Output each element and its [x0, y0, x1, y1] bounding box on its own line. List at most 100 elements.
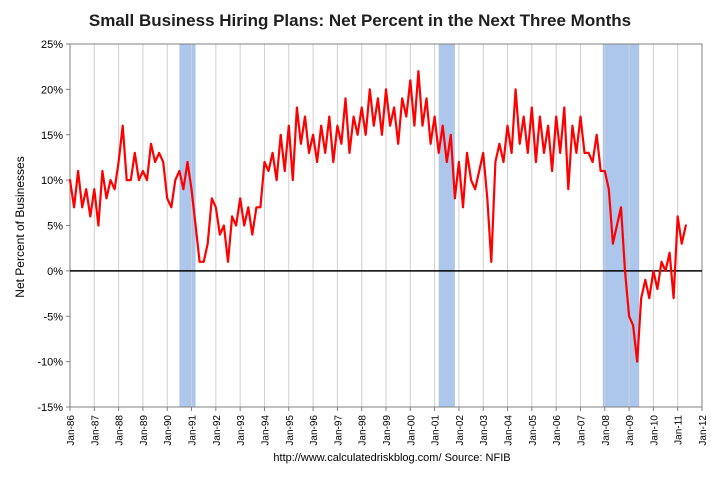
data-point	[170, 206, 173, 209]
x-tick-label: Jan-06	[552, 415, 563, 446]
data-point	[603, 170, 606, 172]
data-point	[575, 152, 578, 154]
data-point	[93, 188, 96, 191]
x-tick-label: Jan-07	[576, 415, 587, 446]
data-point	[672, 297, 675, 299]
y-axis-label: Net Percent of Businesses	[13, 156, 27, 297]
data-point	[247, 206, 250, 209]
data-point	[502, 161, 505, 163]
data-point	[142, 170, 144, 172]
y-tick-label: 20%	[41, 84, 63, 96]
data-point	[462, 206, 464, 209]
data-point	[482, 152, 485, 154]
data-point	[158, 152, 161, 154]
data-point	[640, 297, 643, 299]
data-point	[69, 179, 71, 182]
data-point	[563, 106, 566, 109]
data-point	[312, 133, 314, 136]
y-tick-label: 25%	[41, 39, 63, 51]
data-point	[239, 197, 242, 200]
x-tick-label: Jan-99	[382, 415, 393, 446]
data-point	[194, 224, 197, 227]
data-point	[320, 124, 323, 127]
plot-area: -15% -10% -5% 0% 5% 10% 15% 20% 25% Jan-86 Jan-87 J…	[37, 39, 709, 446]
data-point	[551, 170, 553, 172]
data-point	[389, 124, 391, 127]
x-tick-label: Jan-09	[625, 415, 636, 446]
data-point	[543, 152, 545, 154]
data-point	[206, 242, 209, 245]
data-point	[595, 133, 598, 136]
data-point	[223, 224, 225, 227]
x-tick-label: Jan-96	[309, 415, 320, 446]
data-point	[636, 360, 639, 363]
data-point	[174, 179, 177, 182]
data-point	[555, 115, 558, 118]
y-tick-label: -10%	[37, 357, 63, 369]
data-point	[381, 133, 383, 136]
data-point	[73, 206, 75, 209]
data-point	[522, 115, 525, 118]
data-point	[255, 206, 258, 209]
x-tick-label: Jan-12	[698, 415, 709, 446]
data-point	[368, 88, 371, 91]
data-point	[186, 161, 189, 163]
data-point	[648, 297, 651, 299]
data-point	[287, 124, 290, 127]
x-tick-label: Jan-95	[285, 415, 296, 446]
data-point	[340, 142, 343, 145]
data-point	[454, 197, 456, 200]
data-point	[547, 124, 549, 127]
data-point	[263, 161, 266, 163]
data-point	[235, 224, 238, 227]
data-point	[336, 124, 339, 127]
y-tick-label: 5%	[47, 221, 63, 233]
data-point	[85, 188, 88, 191]
x-tick-label: Jan-10	[649, 415, 660, 446]
data-point	[449, 133, 452, 136]
data-point	[668, 251, 671, 254]
data-point	[664, 270, 667, 272]
x-tick-label: Jan-88	[115, 415, 126, 446]
data-point	[296, 106, 298, 109]
x-tick-label: Jan-02	[455, 415, 466, 446]
data-point	[166, 197, 169, 200]
data-point	[478, 170, 481, 172]
data-point	[125, 179, 128, 182]
y-tick-label: -15%	[37, 402, 63, 414]
data-point	[352, 115, 355, 118]
x-tick-label: Jan-97	[333, 415, 344, 446]
data-point	[421, 124, 424, 127]
data-point	[445, 161, 448, 163]
data-point	[413, 124, 416, 127]
data-point	[656, 288, 659, 290]
data-point	[259, 206, 262, 209]
data-point	[567, 188, 570, 191]
x-tick-label: Jan-90	[163, 415, 174, 446]
data-point	[377, 97, 379, 100]
data-point	[644, 279, 647, 281]
data-point	[291, 179, 294, 182]
data-point	[348, 152, 351, 154]
recession-bar	[602, 44, 640, 407]
data-point	[202, 260, 205, 263]
data-point	[441, 124, 444, 127]
data-point	[393, 106, 395, 109]
data-point	[526, 152, 529, 154]
y-tick-label: 0%	[47, 266, 63, 278]
data-point	[616, 224, 618, 227]
data-point	[385, 88, 387, 91]
data-point	[437, 152, 440, 154]
data-point	[146, 179, 148, 182]
data-point	[684, 224, 687, 227]
x-tick-label: Jan-08	[601, 415, 612, 446]
data-point	[539, 115, 541, 118]
data-point	[109, 179, 112, 182]
chart-title: Small Business Hiring Plans: Net Percent…	[89, 11, 631, 30]
data-point	[628, 315, 630, 318]
data-point	[510, 152, 513, 154]
data-point	[632, 324, 634, 327]
source-footer: http://www.calculatedriskblog.com/ Sourc…	[273, 452, 510, 464]
data-point	[304, 115, 306, 118]
